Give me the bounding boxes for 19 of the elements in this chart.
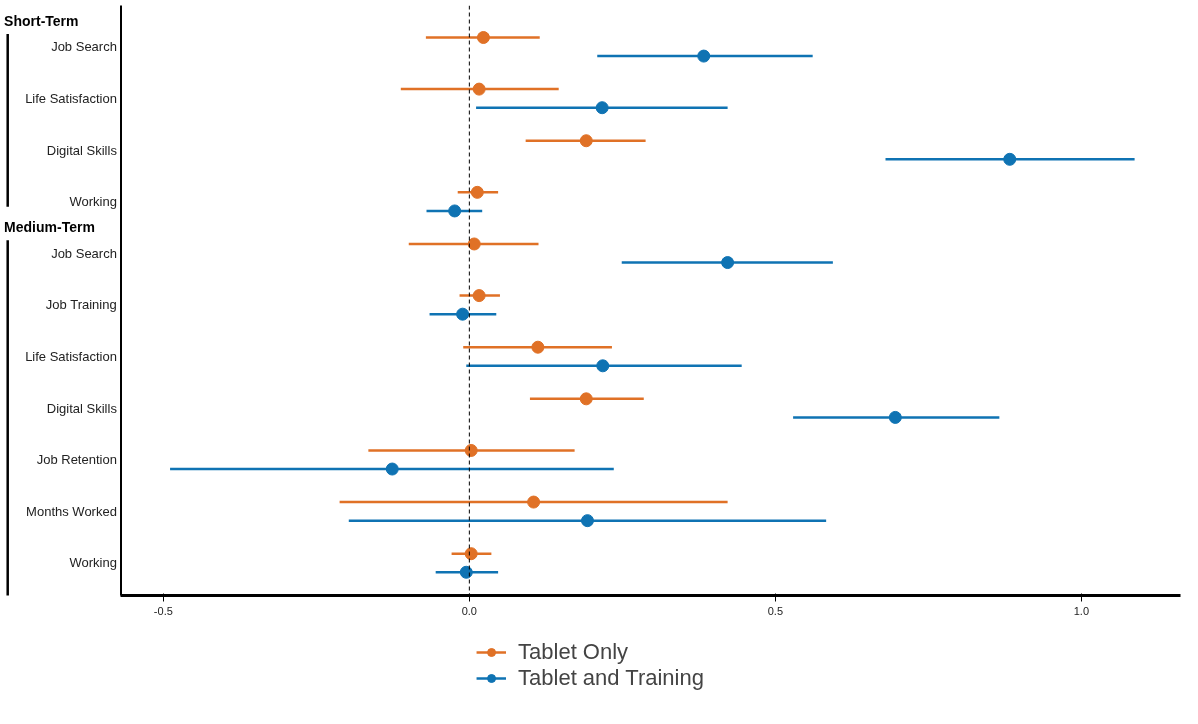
y-tick-label: Digital Skills [46,400,118,416]
x-tick-label: 0.5 [767,604,783,617]
text: Medium-Term [4,219,95,236]
y-tick-label: Digital Skills [46,142,118,158]
y-tick-label: Life Satisfaction [25,90,117,106]
text: Short-Term [4,12,79,29]
y-tick-label: Job Training [45,297,117,313]
legend-label: Tablet and Training [518,665,704,691]
y-tick-label: Job Search [51,245,117,261]
x-tick-label: 1.0 [1073,604,1090,617]
y-tick-label: Working [69,194,117,210]
y-tick-label: Working [69,555,117,571]
x-tick-label: 0.0 [461,604,477,617]
y-tick-label: Months Worked [26,503,117,519]
legend-label: Tablet Only [518,639,629,665]
y-tick-label: Life Satisfaction [25,349,117,365]
y-tick-label: Job Retention [36,452,117,468]
y-tick-label: Job Search [51,39,117,55]
x-tick-label: -0.5 [153,604,173,617]
